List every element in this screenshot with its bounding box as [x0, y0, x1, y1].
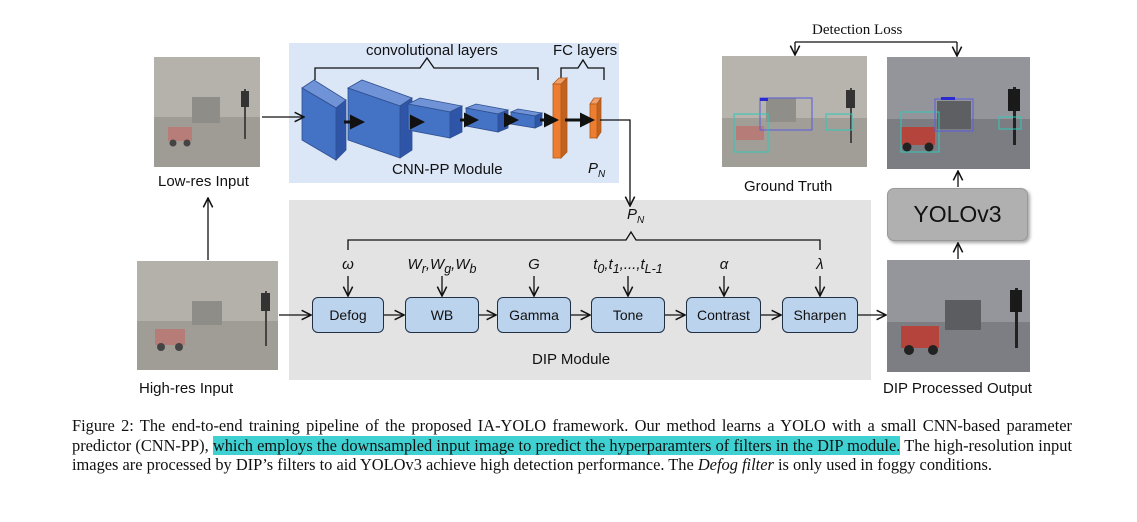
low-res-input-image	[154, 57, 260, 167]
conv-block-1	[301, 79, 347, 161]
conv-block-5	[509, 108, 544, 129]
fc-block-1	[552, 77, 568, 159]
dip-output-label: DIP Processed Output	[883, 380, 1032, 397]
tone-filter-box: Tone	[591, 297, 665, 333]
dip-processed-output-image	[887, 260, 1030, 372]
dip-input-param-sub: N	[637, 215, 645, 226]
conv-block-2	[347, 79, 413, 159]
figure-caption: Figure 2: The end-to-end training pipeli…	[72, 416, 1072, 475]
tone-param: t0,t1,...,tL-1	[593, 256, 663, 276]
high-res-input-label: High-res Input	[139, 380, 234, 397]
conv-block-3	[406, 97, 464, 139]
dip-input-param-main: P	[627, 206, 638, 223]
caption-part-2: The high-resolution input images are pro…	[72, 435, 1072, 475]
yolov3-box: YOLOv3	[887, 188, 1028, 241]
detection-loss-label: Detection Loss	[812, 22, 903, 38]
defog-param: ω	[342, 256, 354, 273]
fc-layers-brace	[560, 58, 605, 80]
cnn-pp-output-param-sub: N	[598, 169, 606, 180]
conv-layers-label: convolutional layers	[366, 42, 498, 59]
conv-layers-brace	[314, 56, 539, 80]
fc-layers-label: FC layers	[553, 42, 618, 59]
sharpen-param: λ	[816, 256, 824, 273]
gamma-filter-box: Gamma	[497, 297, 571, 333]
dip-module-panel	[289, 200, 871, 380]
detection-output-image	[887, 57, 1030, 169]
cnn-pp-module-label: CNN-PP Module	[392, 161, 503, 178]
contrast-filter-box: Contrast	[686, 297, 761, 333]
defog-filter-box: Defog	[312, 297, 384, 333]
ground-truth-image	[722, 56, 867, 167]
caption-highlighted-text: which employs the downsampled input imag…	[212, 435, 901, 455]
wb-filter-box: WB	[405, 297, 479, 333]
high-res-input-image	[137, 261, 278, 370]
caption-part-1: Figure 2: The end-to-end training pipeli…	[72, 416, 1072, 455]
caption-part-3: is only used in foggy conditions.	[773, 455, 992, 475]
gamma-param: G	[528, 256, 540, 273]
cnn-pp-output-param: PN	[588, 160, 605, 180]
wb-param: Wr,Wg,Wb	[407, 256, 477, 276]
dip-param-brace	[347, 230, 821, 250]
dip-module-label: DIP Module	[532, 351, 611, 368]
yolov3-label: YOLOv3	[913, 201, 1002, 227]
dip-input-param: PN	[627, 206, 644, 226]
conv-block-4	[464, 103, 510, 133]
ground-truth-label: Ground Truth	[744, 178, 833, 195]
fc-block-2	[589, 96, 602, 140]
contrast-param: α	[719, 256, 729, 273]
caption-italic-term: Defog filter	[697, 455, 774, 475]
low-res-input-label: Low-res Input	[158, 173, 249, 190]
sharpen-filter-box: Sharpen	[782, 297, 858, 333]
cnn-pp-output-param-main: P	[588, 160, 599, 177]
pipeline-diagram: Low-res Input High-res Input Ground T	[0, 22, 1137, 405]
diagram-connectors	[0, 41, 1137, 405]
